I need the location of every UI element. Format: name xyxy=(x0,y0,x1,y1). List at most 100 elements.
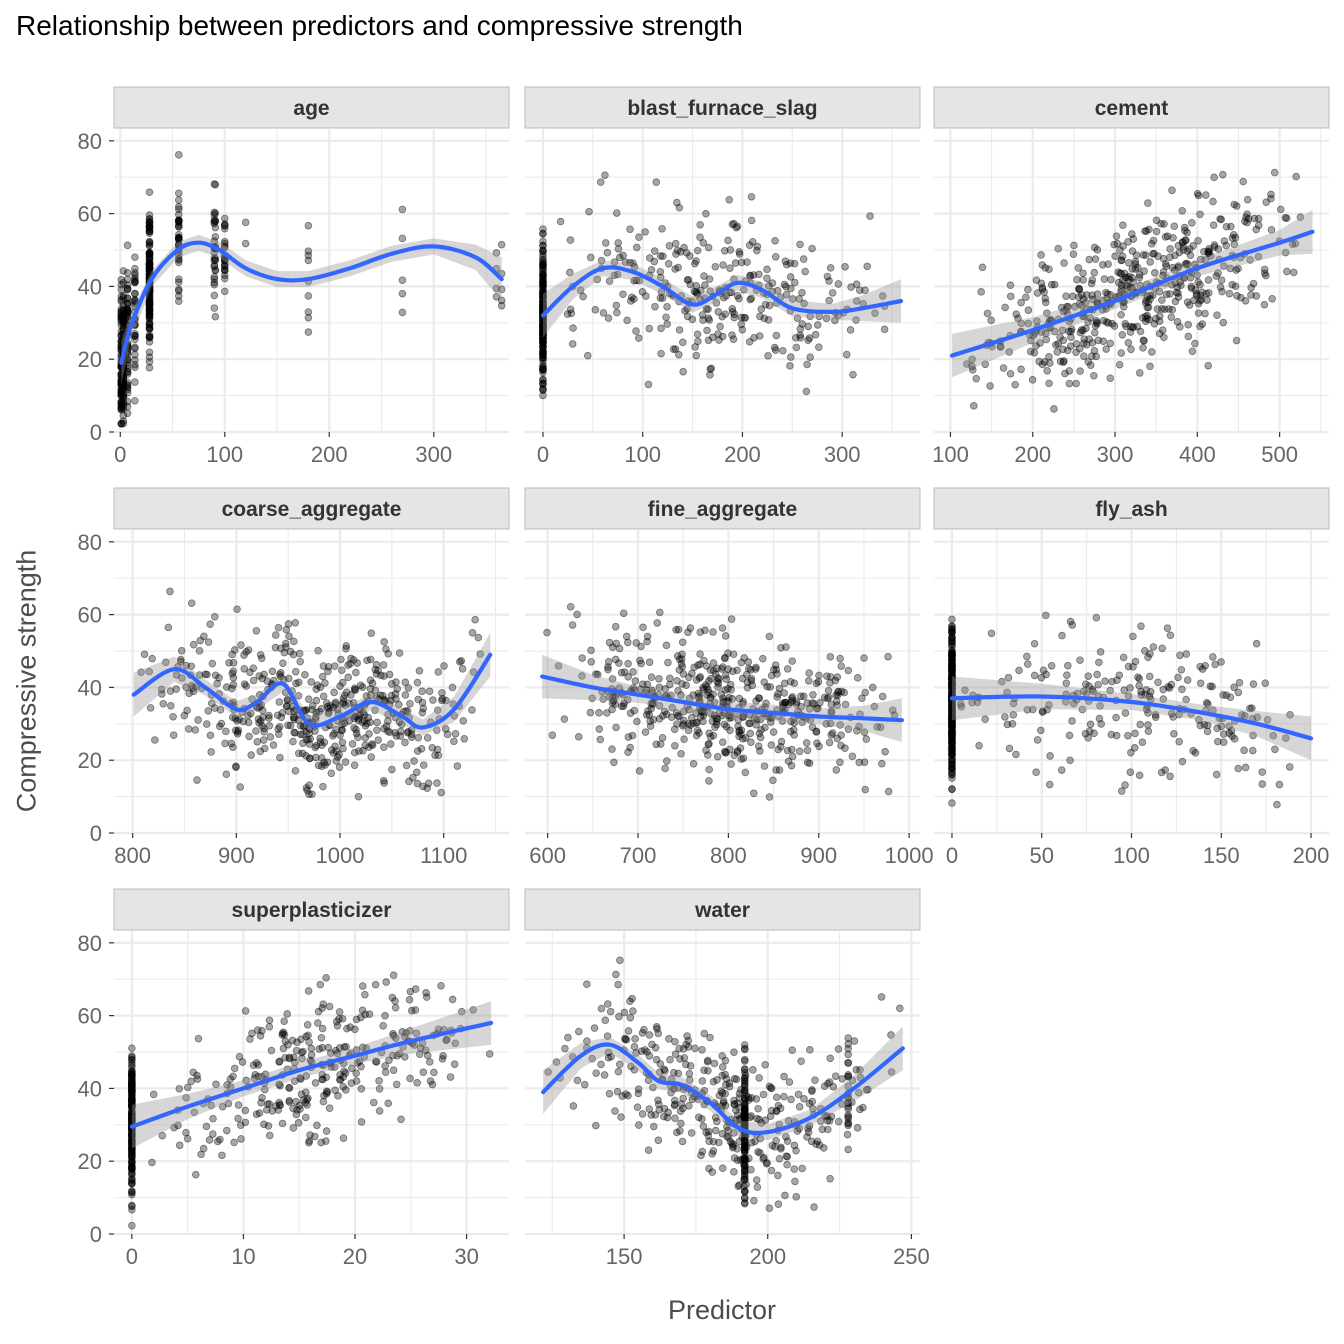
data-point xyxy=(211,209,220,218)
data-point xyxy=(722,722,731,731)
data-point xyxy=(776,1104,785,1113)
data-point xyxy=(119,314,128,323)
data-point xyxy=(357,1085,366,1093)
data-point xyxy=(117,381,126,389)
data-point xyxy=(612,723,620,732)
data-point xyxy=(614,245,623,253)
data-point xyxy=(119,402,128,411)
data-point xyxy=(140,650,149,659)
data-point xyxy=(123,308,132,317)
data-point xyxy=(375,1077,383,1085)
data-point xyxy=(1240,746,1248,755)
data-point xyxy=(1135,681,1143,690)
y-tick-label: 60 xyxy=(78,1004,102,1029)
data-point xyxy=(948,799,956,807)
data-point xyxy=(1170,222,1179,231)
data-point xyxy=(1060,259,1068,267)
data-point xyxy=(696,233,704,242)
data-point xyxy=(948,626,956,634)
data-point xyxy=(987,316,995,325)
data-point xyxy=(771,252,780,261)
data-point xyxy=(1204,289,1213,297)
data-point xyxy=(709,628,717,636)
data-point xyxy=(1209,221,1218,230)
data-point xyxy=(145,224,154,232)
data-point xyxy=(145,261,154,269)
data-point xyxy=(119,318,128,327)
data-point xyxy=(806,353,814,361)
data-point xyxy=(119,365,128,373)
data-point xyxy=(145,353,154,361)
data-point xyxy=(705,1137,713,1145)
data-point xyxy=(1230,735,1239,743)
data-point xyxy=(1164,682,1172,691)
data-point xyxy=(183,1134,192,1143)
x-tick-label: 150 xyxy=(606,1244,643,1269)
data-point xyxy=(145,261,154,270)
data-point xyxy=(1267,194,1275,203)
data-point xyxy=(853,674,862,682)
data-point xyxy=(1196,291,1205,300)
data-point xyxy=(174,234,183,243)
data-point xyxy=(265,1016,274,1025)
data-point xyxy=(804,336,812,344)
data-point xyxy=(211,180,220,189)
data-point xyxy=(592,1121,600,1130)
data-point xyxy=(714,683,722,691)
data-point xyxy=(671,741,679,750)
data-point xyxy=(748,238,757,246)
data-point xyxy=(368,740,376,748)
data-point xyxy=(117,400,126,409)
data-point xyxy=(1144,727,1153,735)
data-point xyxy=(691,1044,699,1053)
data-point xyxy=(1030,671,1039,680)
data-point xyxy=(167,701,175,710)
data-point xyxy=(1127,748,1135,757)
data-point xyxy=(117,381,126,390)
data-point xyxy=(1174,673,1182,682)
data-point xyxy=(211,217,220,225)
data-point xyxy=(809,690,817,699)
data-point xyxy=(369,1098,378,1107)
x-axis: 100 200 300 400 500 xyxy=(932,432,1298,467)
data-point xyxy=(832,766,841,774)
data-point xyxy=(650,1122,658,1131)
data-point xyxy=(184,725,193,733)
data-point xyxy=(312,696,321,705)
data-point xyxy=(128,1221,136,1230)
data-point xyxy=(662,641,671,650)
data-point xyxy=(123,385,132,394)
data-point xyxy=(800,1095,808,1103)
data-point xyxy=(123,397,132,406)
data-point xyxy=(760,762,769,770)
data-point xyxy=(834,1117,843,1126)
data-point xyxy=(314,1019,322,1027)
data-point xyxy=(678,1137,687,1146)
data-point xyxy=(174,285,183,294)
data-point xyxy=(119,321,128,329)
data-point xyxy=(131,360,139,369)
data-point xyxy=(145,291,154,300)
data-point xyxy=(174,233,183,242)
data-point xyxy=(1292,172,1300,181)
data-point xyxy=(117,331,126,339)
data-point xyxy=(306,754,314,763)
data-point xyxy=(229,658,238,667)
chart-title: Relationship between predictors and comp… xyxy=(16,10,743,41)
data-point xyxy=(460,734,469,743)
data-point xyxy=(749,271,758,279)
data-point xyxy=(117,318,126,326)
data-point xyxy=(246,1035,254,1043)
data-point xyxy=(719,261,727,269)
data-point xyxy=(117,371,126,379)
data-point xyxy=(1137,688,1145,696)
data-point xyxy=(398,205,407,214)
data-point xyxy=(117,387,126,395)
data-point xyxy=(388,993,397,1002)
data-point xyxy=(844,1112,852,1121)
data-point xyxy=(698,1045,706,1054)
data-point xyxy=(145,299,154,307)
data-point xyxy=(131,277,139,286)
data-point xyxy=(1005,744,1014,753)
